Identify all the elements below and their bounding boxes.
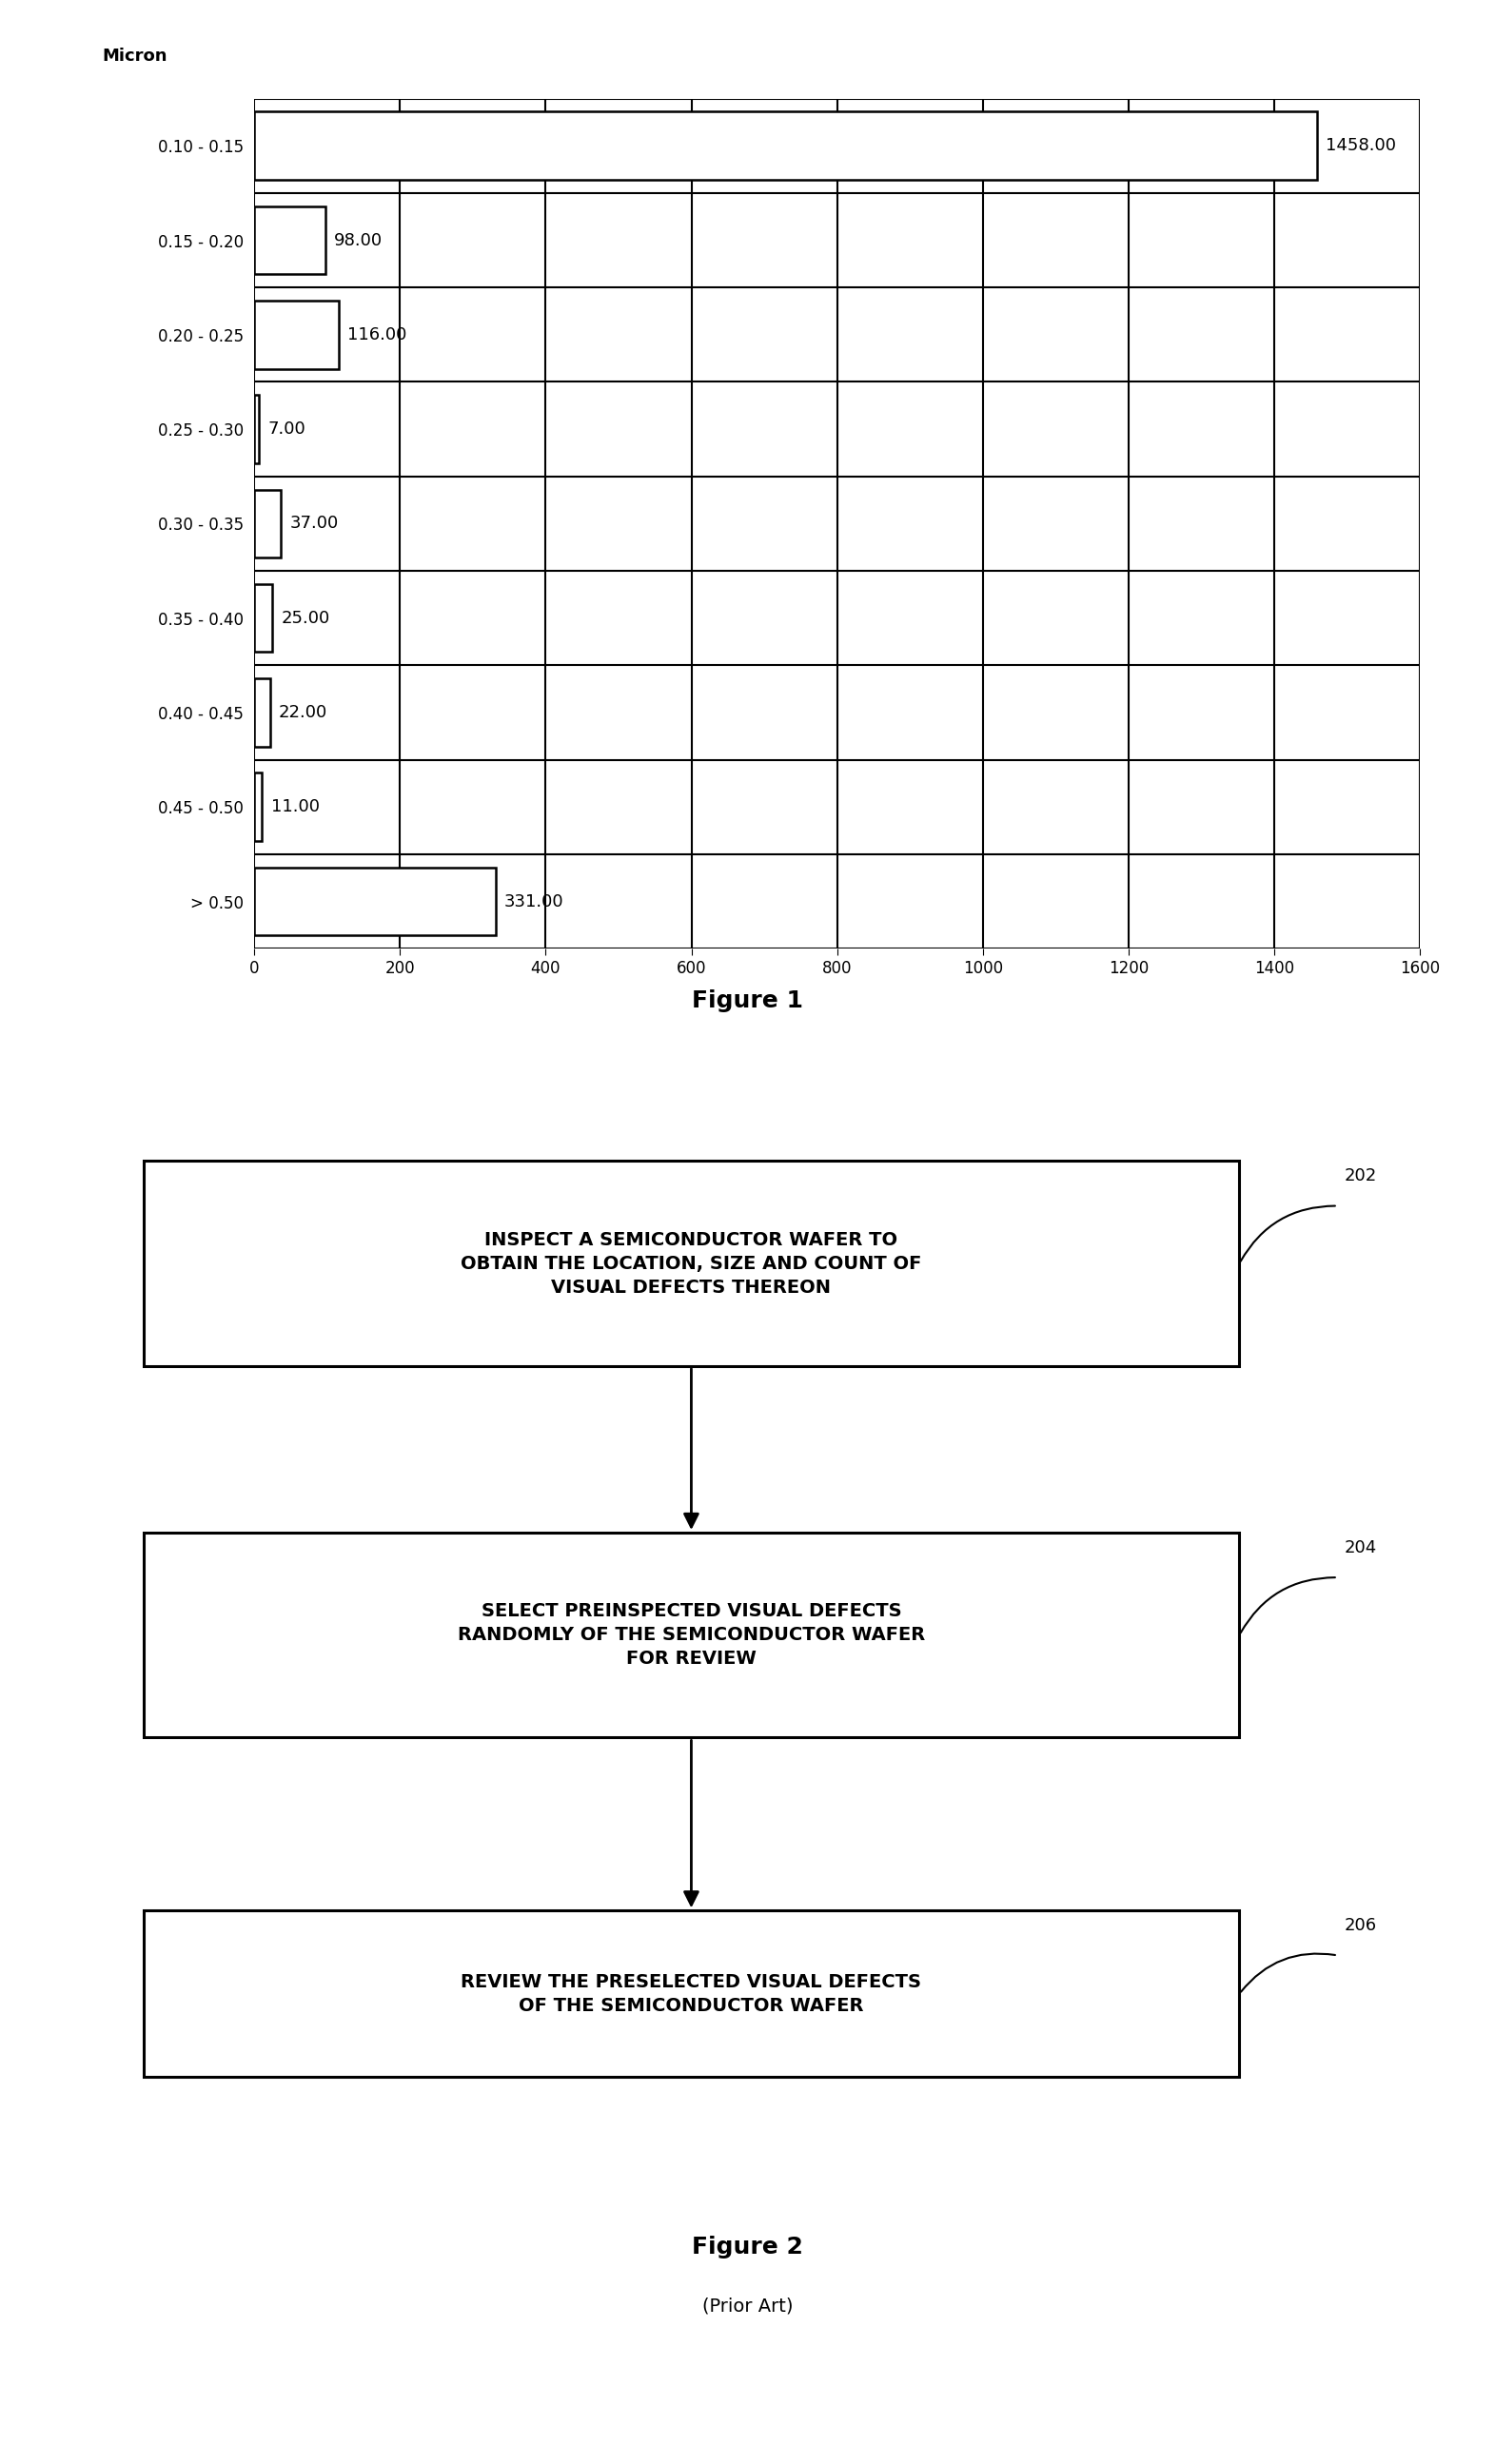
Text: 22.00: 22.00 xyxy=(280,705,327,722)
Text: 7.00: 7.00 xyxy=(268,421,306,439)
Text: INSPECT A SEMICONDUCTOR WAFER TO
OBTAIN THE LOCATION, SIZE AND COUNT OF
VISUAL D: INSPECT A SEMICONDUCTOR WAFER TO OBTAIN … xyxy=(460,1230,922,1296)
Text: 25.00: 25.00 xyxy=(281,609,330,626)
FancyBboxPatch shape xyxy=(144,1533,1239,1737)
Bar xyxy=(254,867,495,936)
Bar xyxy=(254,394,259,463)
Text: 98.00: 98.00 xyxy=(335,232,383,249)
Bar xyxy=(254,774,262,840)
Text: 204: 204 xyxy=(1344,1540,1377,1557)
FancyBboxPatch shape xyxy=(144,1161,1239,1365)
Text: REVIEW THE PRESELECTED VISUAL DEFECTS
OF THE SEMICONDUCTOR WAFER: REVIEW THE PRESELECTED VISUAL DEFECTS OF… xyxy=(460,1974,921,2016)
Text: SELECT PREINSPECTED VISUAL DEFECTS
RANDOMLY OF THE SEMICONDUCTOR WAFER
FOR REVIE: SELECT PREINSPECTED VISUAL DEFECTS RANDO… xyxy=(457,1602,925,1668)
Text: Figure 1: Figure 1 xyxy=(692,988,803,1013)
Text: (Prior Art): (Prior Art) xyxy=(703,2296,792,2316)
Text: 331.00: 331.00 xyxy=(504,892,564,909)
Text: 37.00: 37.00 xyxy=(290,515,339,532)
Bar xyxy=(254,490,281,557)
Text: Figure 2: Figure 2 xyxy=(692,2235,803,2259)
Bar xyxy=(254,584,272,653)
Bar xyxy=(254,111,1317,180)
Bar xyxy=(254,678,271,747)
Text: Micron: Micron xyxy=(103,47,167,64)
Text: 206: 206 xyxy=(1344,1917,1377,1934)
Text: 1458.00: 1458.00 xyxy=(1326,138,1396,155)
Text: 11.00: 11.00 xyxy=(271,798,320,816)
FancyBboxPatch shape xyxy=(144,1910,1239,2077)
Text: 116.00: 116.00 xyxy=(347,325,407,342)
Bar xyxy=(254,301,339,370)
Text: 202: 202 xyxy=(1344,1168,1377,1185)
Bar xyxy=(254,207,326,274)
